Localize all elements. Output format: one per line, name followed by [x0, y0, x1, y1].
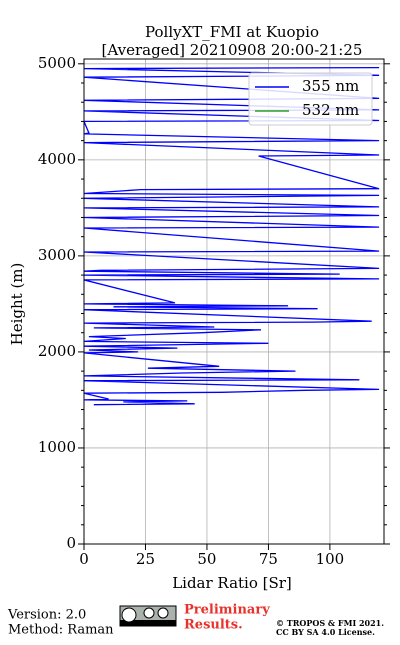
chart-title: PollyXT_FMI at Kuopio	[145, 23, 319, 41]
preliminary: Results.	[184, 618, 243, 633]
y-tick-label: 4000	[38, 150, 76, 168]
copyright: CC BY SA 4.0 License.	[276, 627, 375, 637]
data-line	[84, 66, 380, 406]
legend: 355 nm 532 nm	[248, 72, 373, 126]
legend-label: 532 nm	[302, 101, 359, 119]
cc-badge	[119, 605, 177, 627]
y-tick-label: 5000	[38, 54, 76, 72]
x-tick-label: 0	[79, 550, 89, 568]
legend-box	[248, 72, 373, 126]
y-axis-label: Height (m)	[8, 263, 26, 346]
version: Version: 2.0	[7, 608, 86, 623]
x-tick-label: 50	[197, 550, 216, 568]
x-tick-label: 75	[259, 550, 278, 568]
y-tick-label: 2000	[38, 342, 76, 360]
copyright: © TROPOS & FMI 2021.	[276, 618, 384, 628]
chart-subtitle: [Averaged] 20210908 20:00-21:25	[102, 41, 363, 59]
x-tick-label: 25	[136, 550, 155, 568]
y-tick-label: 0	[66, 534, 76, 552]
method: Method: Raman	[8, 623, 114, 638]
preliminary: Preliminary	[184, 603, 270, 618]
y-tick-label: 1000	[38, 438, 76, 456]
x-tick-label: 100	[316, 550, 345, 568]
legend-label: 355 nm	[302, 77, 359, 95]
x-axis-label: Lidar Ratio [Sr]	[172, 574, 292, 592]
plot-frame	[83, 58, 385, 545]
y-tick-label: 3000	[38, 246, 76, 264]
